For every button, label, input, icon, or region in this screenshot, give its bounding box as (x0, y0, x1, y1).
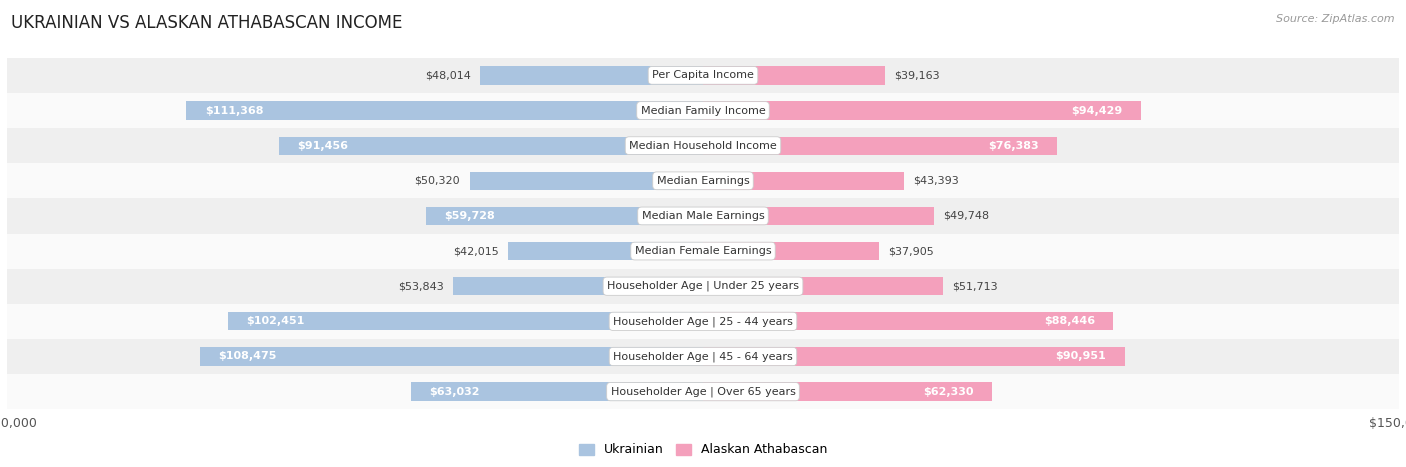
Bar (7, 304, 1399, 339)
Text: Householder Age | 45 - 64 years: Householder Age | 45 - 64 years (613, 351, 793, 362)
Bar (7, 128, 1399, 163)
Bar (703, 101, 1142, 120)
Text: Median Family Income: Median Family Income (641, 106, 765, 115)
Bar (278, 136, 703, 155)
Text: $102,451: $102,451 (246, 316, 305, 326)
Bar (703, 242, 879, 260)
Text: $39,163: $39,163 (894, 71, 939, 80)
Bar (703, 277, 943, 295)
Bar (508, 242, 703, 260)
Bar (7, 374, 1399, 409)
Text: Median Male Earnings: Median Male Earnings (641, 211, 765, 221)
Bar (411, 382, 703, 401)
Text: $49,748: $49,748 (943, 211, 990, 221)
Bar (703, 207, 934, 225)
Text: Median Earnings: Median Earnings (657, 176, 749, 186)
Bar (703, 66, 884, 85)
Text: $48,014: $48,014 (425, 71, 471, 80)
Text: $111,368: $111,368 (205, 106, 263, 115)
Text: $59,728: $59,728 (444, 211, 495, 221)
Bar (200, 347, 703, 366)
Text: $63,032: $63,032 (429, 387, 479, 396)
Bar (703, 347, 1125, 366)
Bar (7, 269, 1399, 304)
Bar (703, 312, 1114, 331)
Text: UKRAINIAN VS ALASKAN ATHABASCAN INCOME: UKRAINIAN VS ALASKAN ATHABASCAN INCOME (11, 14, 402, 32)
Bar (453, 277, 703, 295)
Bar (7, 93, 1399, 128)
Text: Per Capita Income: Per Capita Income (652, 71, 754, 80)
Text: Householder Age | 25 - 44 years: Householder Age | 25 - 44 years (613, 316, 793, 326)
Text: $42,015: $42,015 (453, 246, 499, 256)
Bar (7, 339, 1399, 374)
Bar (481, 66, 703, 85)
Text: $90,951: $90,951 (1056, 352, 1107, 361)
Text: Median Household Income: Median Household Income (628, 141, 778, 151)
Legend: Ukrainian, Alaskan Athabascan: Ukrainian, Alaskan Athabascan (574, 439, 832, 461)
Text: Source: ZipAtlas.com: Source: ZipAtlas.com (1277, 14, 1395, 24)
Text: $50,320: $50,320 (415, 176, 460, 186)
Text: $91,456: $91,456 (297, 141, 349, 151)
Bar (7, 198, 1399, 234)
Text: $37,905: $37,905 (889, 246, 934, 256)
Bar (470, 172, 703, 190)
Bar (7, 234, 1399, 269)
Bar (228, 312, 703, 331)
Bar (7, 163, 1399, 198)
Text: Median Female Earnings: Median Female Earnings (634, 246, 772, 256)
Text: $94,429: $94,429 (1071, 106, 1122, 115)
Text: $76,383: $76,383 (988, 141, 1039, 151)
Bar (703, 382, 993, 401)
Text: Householder Age | Over 65 years: Householder Age | Over 65 years (610, 386, 796, 397)
Text: $108,475: $108,475 (218, 352, 277, 361)
Text: $88,446: $88,446 (1043, 316, 1095, 326)
Text: $62,330: $62,330 (924, 387, 973, 396)
Bar (7, 58, 1399, 93)
Text: $51,713: $51,713 (952, 281, 998, 291)
Bar (186, 101, 703, 120)
Text: $53,843: $53,843 (398, 281, 444, 291)
Text: $43,393: $43,393 (914, 176, 959, 186)
Bar (426, 207, 703, 225)
Bar (703, 136, 1057, 155)
Text: Householder Age | Under 25 years: Householder Age | Under 25 years (607, 281, 799, 291)
Bar (703, 172, 904, 190)
